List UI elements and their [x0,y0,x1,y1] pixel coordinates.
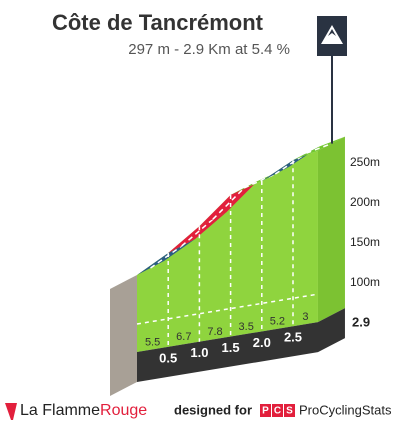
pcs-logo: P C S [260,404,295,417]
plot: 5.5 6.7 7.8 3.5 5.2 3 0.5 1.0 1.5 2.0 2.5 2.9 100m 15… [110,56,380,396]
brand-left: La Flamme [20,402,100,419]
side-face [110,275,137,396]
summit-mountain [321,25,343,44]
brand-right: Rouge [100,402,147,419]
logo-letter: C [274,406,281,417]
site-name: ProCyclingStats [299,402,392,417]
logo-box [284,404,295,417]
gradient-label: 6.7 [176,331,191,343]
gradient-label: 5.5 [145,336,160,348]
segment-centerline [212,187,245,220]
distance-band [137,308,345,382]
segment-centerline [181,218,214,247]
y-tick-label: 250m [350,155,380,169]
x-tick-label: 1.0 [190,345,208,360]
end-face [317,136,345,323]
y-tick-label: 150m [350,235,380,249]
y-tick-label: 200m [350,195,380,209]
y-tick-label: 100m [350,275,380,289]
brand: La FlammeRouge [20,402,147,419]
x-tick-label: 2.5 [284,330,302,345]
gradient-label: 3 [302,311,308,323]
gradient-label: 7.8 [207,326,222,338]
chart-title: Côte de Tancrémont [52,10,264,35]
x-tick-label: 2.0 [253,335,271,350]
summit-snow [328,29,336,36]
front-face [137,150,318,352]
distance-label: 2.9 [352,315,370,330]
logo-box [272,404,283,417]
designed-for: designed for [174,402,252,417]
x-tick-label: 0.5 [159,350,177,365]
segment-centerline [150,245,183,269]
dashed-guide [136,293,319,325]
x-tick-label: 1.5 [222,340,240,355]
logo-box [260,404,271,417]
chart-subtitle: 297 m - 2.9 Km at 5.4 % [128,41,290,58]
logo-letter: P [262,406,269,417]
logo-letter: S [286,406,293,417]
gradient-label: 3.5 [239,321,254,333]
segment-centerline [306,142,332,154]
gradient-label: 5.2 [270,316,285,328]
flame-logo [5,403,17,420]
